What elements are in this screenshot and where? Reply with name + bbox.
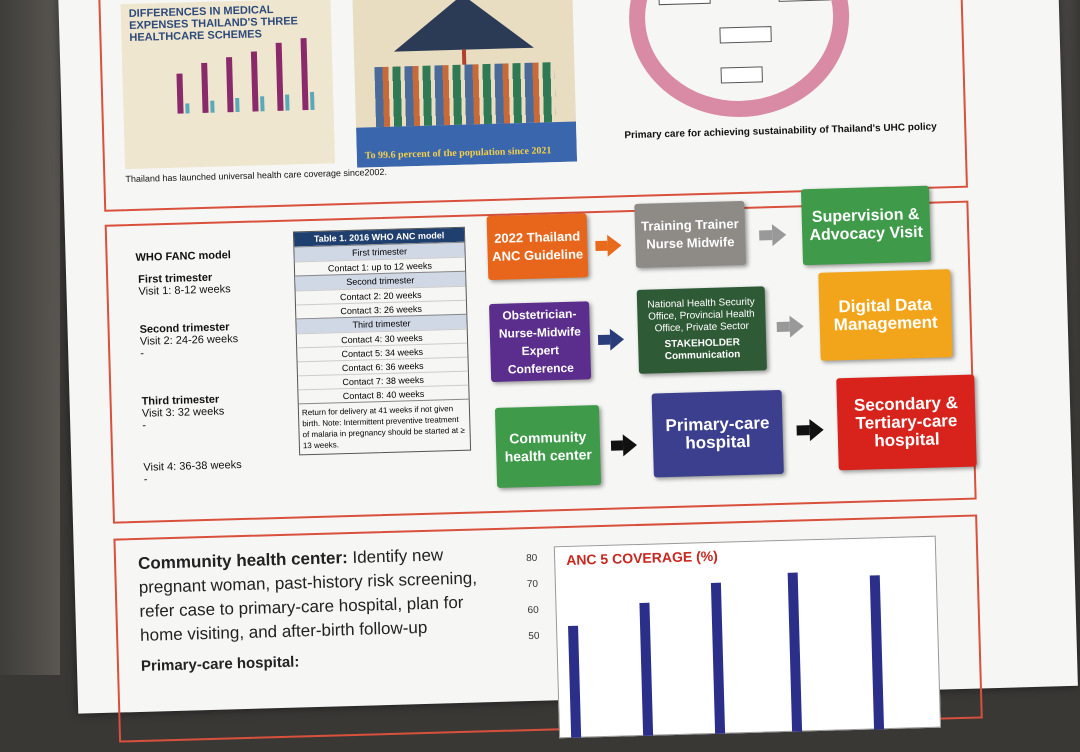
primary-care-ring-diagram: [626, 0, 861, 120]
fanc-item-4: Visit 4: 36-38 weeks -: [143, 459, 242, 486]
chart-caption: Thailand has launched universal health c…: [125, 166, 388, 185]
arrow-right-icon: [622, 433, 638, 457]
box-digital-data: Digital Data Management: [818, 269, 953, 361]
fanc-item-3: Third trimester Visit 3: 32 weeks -: [141, 393, 225, 432]
background-left: [0, 0, 60, 675]
top-panel: DIFFERENCES IN MEDICAL EXPENSES THAILAND…: [98, 0, 968, 212]
box-secondary-tertiary: Secondary & Tertiary-care hospital: [836, 374, 977, 471]
arrow-right-icon: [809, 418, 824, 442]
box-community-health: Community health center: [494, 405, 602, 488]
y-tick-label: 70: [526, 578, 539, 591]
primary-care-label: Primary-care hospital:: [140, 653, 300, 675]
crowd-illustration: [374, 62, 556, 128]
arrow-right-icon: [789, 315, 805, 338]
arrow-right-icon: [771, 223, 787, 247]
fanc-header: WHO FANC model: [135, 249, 232, 264]
fanc-item-1: First trimester Visit 1: 8-12 weeks: [138, 271, 231, 298]
anc-table: Table 1. 2016 WHO ANC model First trimes…: [292, 226, 472, 456]
bottom-panel: Community health center: Identify new pr…: [113, 514, 983, 743]
umbrella-image: To 99.6 percent of the population since …: [352, 0, 578, 168]
ring-caption: Primary care for achieving sustainabilit…: [624, 121, 937, 142]
expenses-legend: [185, 156, 325, 160]
community-description: Community health center: Identify new pr…: [137, 545, 478, 645]
arrow-right-icon: [607, 234, 622, 257]
box-training-trainer: Training Trainer Nurse Midwife: [634, 200, 747, 268]
stakeholder-orgs: National Health Security Office, Provinc…: [647, 296, 755, 335]
box-anc-guideline: 2022 Thailand ANC Guideline: [486, 213, 589, 281]
expenses-chart-image: DIFFERENCES IN MEDICAL EXPENSES THAILAND…: [120, 0, 336, 170]
arrow-right-icon: [609, 328, 625, 351]
anc-model-panel: WHO FANC model First trimester Visit 1: 8…: [104, 185, 977, 524]
y-tick-label: 60: [527, 604, 539, 617]
table-note: Return for delivery at 41 weeks if not g…: [298, 398, 471, 455]
box-expert-conference: Obstetrician-Nurse-Midwife Expert Confer…: [489, 301, 592, 383]
y-tick-label: 80: [525, 552, 538, 565]
box-supervision-visit: Supervision & Advocacy Visit: [800, 185, 932, 266]
y-tick-label: 50: [528, 630, 540, 643]
expenses-mini-bars: [165, 30, 317, 114]
box-stakeholder: National Health Security Office, Provinc…: [636, 286, 767, 374]
umbrella-icon: [392, 0, 534, 52]
stakeholder-label: STAKEHOLDER Communication: [664, 337, 741, 363]
anc-coverage-chart: ANC 5 COVERAGE (%) 80 70 60 50: [525, 527, 951, 739]
poster: DIFFERENCES IN MEDICAL EXPENSES THAILAND…: [58, 0, 1078, 743]
box-primary-care: Primary-care hospital: [651, 389, 784, 478]
fanc-item-2: Second trimester Visit 2: 24-26 weeks -: [139, 321, 239, 360]
